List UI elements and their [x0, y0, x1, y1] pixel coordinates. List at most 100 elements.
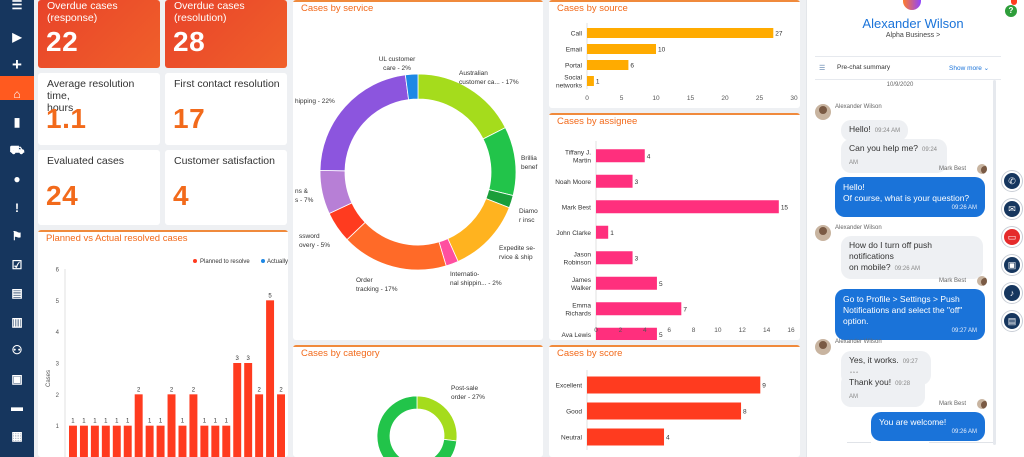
category-label: Call: [571, 31, 583, 38]
data-label: 7: [683, 306, 687, 313]
panel-title: Cases by service: [301, 3, 374, 14]
pie-slice: [346, 221, 447, 271]
avatar[interactable]: [977, 276, 987, 286]
cases-by-service-panel: Cases by service UL customer care - 2% Aus…: [293, 0, 543, 340]
avatar[interactable]: [815, 104, 831, 120]
chat-icon[interactable]: ▭: [1002, 227, 1022, 247]
message-time: 09:27 AM: [951, 328, 977, 334]
data-label: 1: [159, 419, 163, 425]
show-more-link[interactable]: Show more ⌄: [949, 65, 990, 72]
chat-message[interactable]: Hello! Of course, what is your question?…: [835, 177, 985, 217]
help-icon[interactable]: ?: [1005, 5, 1017, 17]
bar: [123, 425, 132, 457]
people-icon[interactable]: ⚇: [11, 343, 23, 357]
kpi-card[interactable]: Overdue cases (response) 22: [38, 0, 160, 68]
slice-label: Order tracking - 17%: [356, 277, 398, 293]
y-axis-label: Cases: [46, 370, 52, 387]
chat-scrollbar[interactable]: [993, 80, 996, 445]
svg-text:customer ca... - 17%: customer ca... - 17%: [459, 79, 519, 86]
avatar[interactable]: [815, 339, 831, 355]
bar-chart-icon[interactable]: ▮: [13, 115, 21, 129]
bar: [596, 200, 779, 214]
bar: [112, 425, 121, 457]
chat-message[interactable]: Can you help me? 09:24 AM: [841, 139, 947, 173]
contact-name[interactable]: Alexander Wilson: [862, 16, 964, 31]
svg-text:ssword: ssword: [299, 233, 320, 240]
kpi-title: Customer satisfaction: [174, 155, 275, 167]
kpi-card[interactable]: Average resolution time, hours 1.1: [38, 73, 160, 145]
planned-vs-actual-panel: Planned vs Actual resolved cases 1 2 3 4 5 6 C…: [38, 230, 288, 457]
chat-message[interactable]: How do I turn off push notifications on …: [841, 236, 983, 279]
comment-icon[interactable]: ▬: [11, 400, 23, 414]
svg-text:Expedite se-: Expedite se-: [499, 245, 535, 252]
data-label: 10: [658, 47, 666, 54]
kpi-card[interactable]: Customer satisfaction 4: [165, 150, 287, 225]
chat-message[interactable]: You are welcome! 09:26 AM: [871, 412, 985, 441]
plus-icon[interactable]: +: [12, 55, 22, 74]
person-icon[interactable]: ●: [13, 172, 21, 186]
data-label: 27: [775, 31, 783, 38]
message-text: Go to Profile > Settings > Push Notifica…: [843, 294, 963, 326]
chat-message[interactable]: Go to Profile > Settings > Push Notifica…: [835, 289, 985, 340]
kpi-card[interactable]: Evaluated cases 24: [38, 150, 160, 225]
svg-text:Diamo: Diamo: [519, 208, 538, 215]
avatar[interactable]: [977, 164, 987, 174]
service-donut-chart: UL customer care - 2% Australian customer c…: [295, 56, 538, 293]
data-label: 6: [630, 63, 634, 70]
books-icon[interactable]: ▥: [11, 314, 23, 329]
avatar[interactable]: [815, 225, 831, 241]
flag-icon[interactable]: ⚑: [11, 229, 23, 243]
message-time: 09:28 AM: [849, 381, 911, 400]
tasks-icon[interactable]: ☑: [11, 257, 23, 272]
contact-company[interactable]: Alpha Business: [885, 32, 935, 39]
data-label: 2: [137, 387, 141, 393]
pie-slice: [376, 395, 458, 457]
data-label: 1: [181, 419, 185, 425]
pre-chat-summary-bar[interactable]: ☰ Pre-chat summary Show more ⌄: [815, 56, 1001, 80]
alert-icon[interactable]: !: [15, 200, 19, 215]
bar: [587, 60, 629, 70]
bar: [167, 394, 176, 457]
document-icon[interactable]: ▤: [11, 286, 23, 300]
svg-text:Portal: Portal: [565, 63, 583, 70]
x-tick-label: 0: [585, 95, 589, 102]
kpi-value: 1.1: [46, 103, 87, 134]
legend-marker: [193, 259, 197, 263]
slice-label: Expedite se-rvice & ship: [499, 245, 535, 261]
bar: [587, 76, 594, 86]
cases-by-assignee-panel: Cases by assignee Tiffany J. Martin 4 Noah …: [549, 113, 800, 340]
kpi-value: 24: [46, 180, 79, 211]
kpi-card[interactable]: Overdue cases (resolution) 28: [165, 0, 287, 68]
svg-text:Martin: Martin: [573, 157, 591, 164]
bar: [189, 394, 198, 457]
data-label: 3: [635, 179, 639, 186]
building-icon[interactable]: ▦: [11, 428, 23, 443]
x-tick-label: 8: [692, 327, 696, 334]
menu-icon[interactable]: ☰: [11, 0, 23, 12]
chat-message[interactable]: Hello! 09:24 AM: [841, 120, 909, 141]
slice-label: ssword overy - 5%: [299, 233, 330, 249]
chats-icon[interactable]: ▣: [11, 371, 23, 386]
cart-icon[interactable]: ⛟: [9, 142, 25, 157]
email-icon[interactable]: ✉: [1002, 199, 1022, 219]
chat-message[interactable]: Thank you! 09:28 AM: [841, 373, 925, 407]
pie-slice: [404, 73, 419, 101]
home-icon[interactable]: ⌂: [13, 86, 21, 101]
svg-text:order - 27%: order - 27%: [451, 394, 485, 401]
message-time: 09:26 AM: [951, 429, 977, 435]
phone-icon[interactable]: ✆: [1002, 171, 1022, 191]
bell-icon[interactable]: ♪: [1002, 283, 1022, 303]
bar: [596, 225, 609, 239]
x-tick-label: 30: [790, 95, 798, 102]
document-icon[interactable]: ▤: [1002, 311, 1022, 331]
kpi-card[interactable]: First contact resolution 17: [165, 73, 287, 145]
message-text: Hello!: [849, 124, 871, 134]
conversations-icon[interactable]: ▣: [1002, 255, 1022, 275]
svg-text:Neutral: Neutral: [561, 435, 583, 442]
sender-name: Mark Best: [938, 278, 966, 284]
avatar[interactable]: [977, 399, 987, 409]
play-icon[interactable]: ▶: [12, 29, 22, 44]
svg-text:Social: Social: [564, 75, 582, 82]
message-text: Can you help me?: [849, 143, 918, 153]
